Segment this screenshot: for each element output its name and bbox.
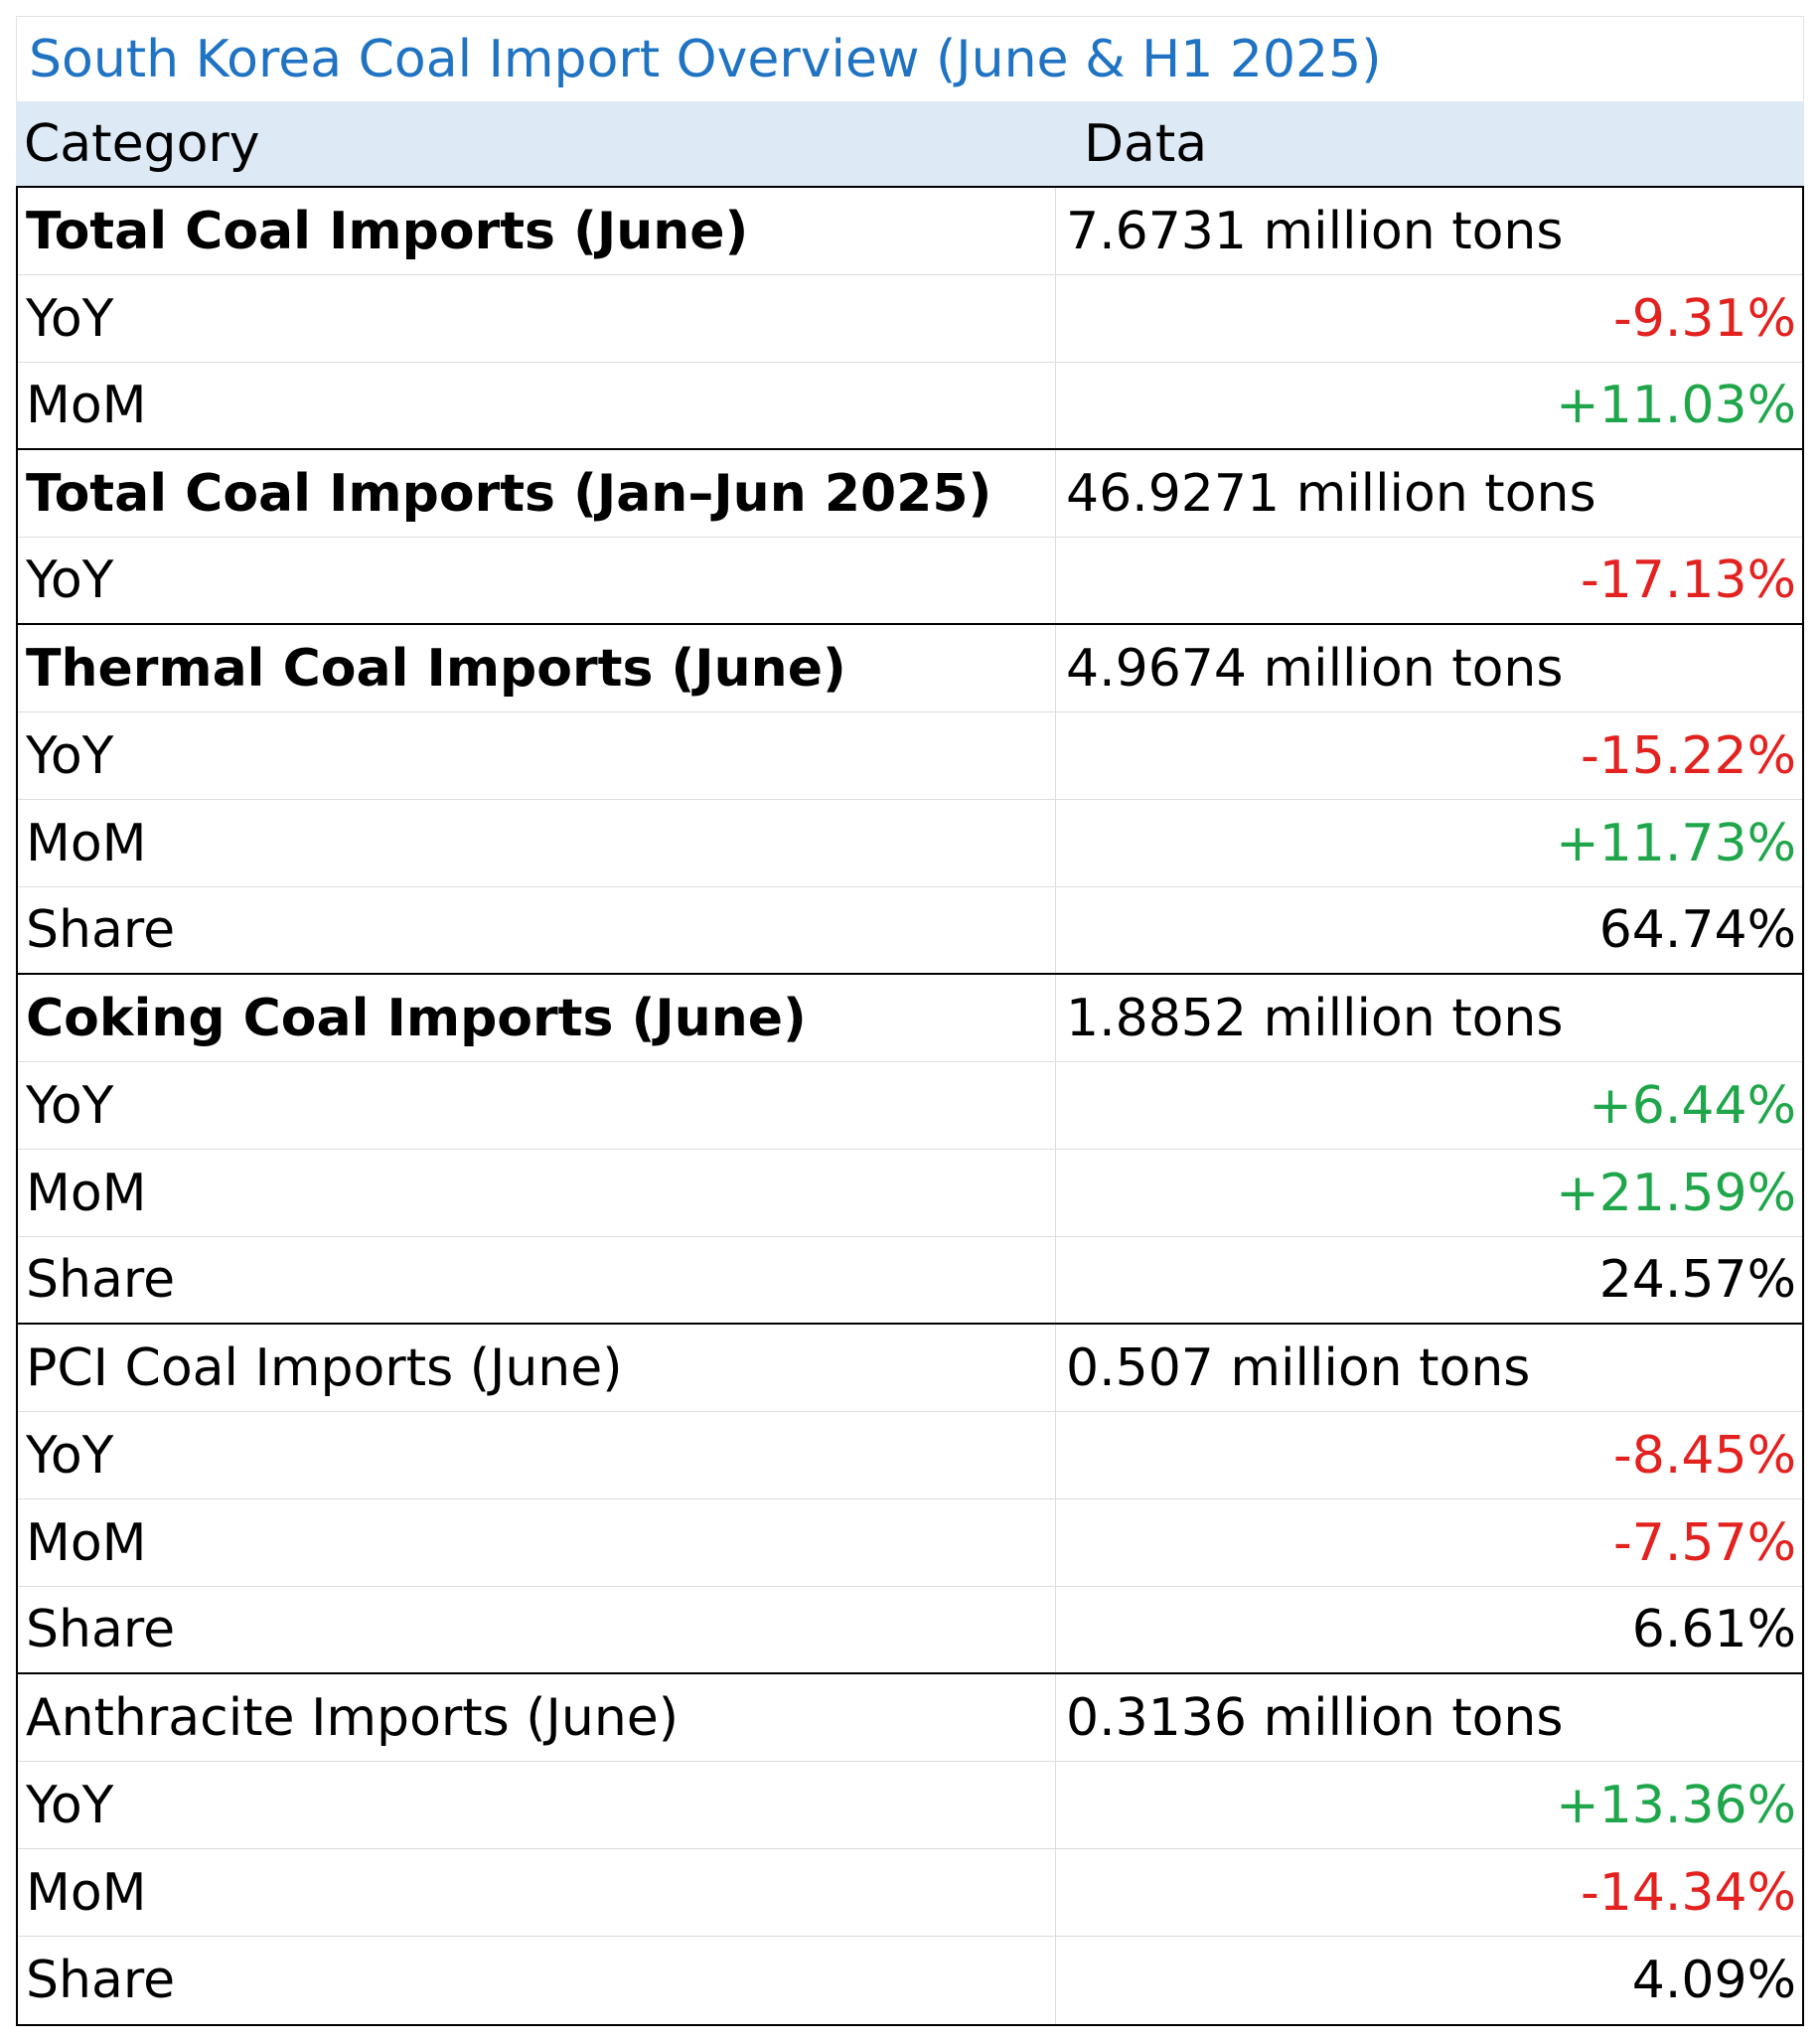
value-cell: 0.507 million tons [1066, 1337, 1531, 1398]
value-cell: 24.57% [1598, 1250, 1796, 1310]
category-cell: Anthracite Imports (June) [18, 1674, 1056, 1761]
table-title: South Korea Coal Import Overview (June &… [16, 16, 1804, 101]
table-row: Total Coal Imports (Jan–Jun 2025) 46.9271… [18, 450, 1802, 538]
table-row: MoM -14.34% [18, 1849, 1802, 1937]
category-cell: Share [18, 887, 1056, 973]
category-cell: YoY [18, 538, 1056, 623]
table-row: Share 24.57% [18, 1237, 1802, 1325]
category-cell: YoY [18, 275, 1056, 362]
category-cell: Share [18, 1587, 1056, 1672]
header-data: Data [1084, 113, 1208, 174]
value-cell: +13.36% [1556, 1775, 1796, 1835]
value-cell: -8.45% [1613, 1425, 1796, 1486]
value-cell: 64.74% [1598, 900, 1796, 960]
table-row: MoM +21.59% [18, 1150, 1802, 1237]
category-cell: MoM [18, 1849, 1056, 1936]
value-cell: -7.57% [1613, 1512, 1796, 1573]
category-cell: YoY [18, 1062, 1056, 1149]
value-cell: +6.44% [1589, 1075, 1796, 1136]
table-row: Anthracite Imports (June) 0.3136 million … [18, 1674, 1802, 1762]
value-cell: 4.09% [1631, 1951, 1796, 2010]
value-cell: -14.34% [1580, 1862, 1796, 1923]
category-cell: PCI Coal Imports (June) [18, 1325, 1056, 1411]
category-cell: Share [18, 1937, 1056, 2024]
category-cell: MoM [18, 363, 1056, 448]
value-cell: +11.03% [1556, 376, 1796, 435]
table-row: YoY +13.36% [18, 1762, 1802, 1849]
table-row: Share 4.09% [18, 1937, 1802, 2024]
value-cell: +21.59% [1556, 1163, 1796, 1223]
table-row: PCI Coal Imports (June) 0.507 million ton… [18, 1325, 1802, 1412]
table-row: MoM +11.73% [18, 800, 1802, 887]
category-cell: Total Coal Imports (June) [18, 188, 1056, 274]
table-row: YoY +6.44% [18, 1062, 1802, 1150]
table-row: MoM +11.03% [18, 363, 1802, 450]
table-row: Thermal Coal Imports (June) 4.9674 millio… [18, 625, 1802, 712]
table-row: Share 64.74% [18, 887, 1802, 975]
table-row: YoY -15.22% [18, 712, 1802, 800]
table-body: Total Coal Imports (June) 7.6731 million … [16, 188, 1804, 2026]
category-cell: YoY [18, 1412, 1056, 1498]
value-cell: -17.13% [1580, 550, 1796, 610]
value-cell: 6.61% [1631, 1600, 1796, 1659]
category-cell: YoY [18, 1762, 1056, 1848]
table-title-text: South Korea Coal Import Overview (June &… [29, 29, 1382, 89]
category-cell: MoM [18, 800, 1056, 886]
category-cell: Total Coal Imports (Jan–Jun 2025) [18, 450, 1056, 537]
table-row: Coking Coal Imports (June) 1.8852 million… [18, 975, 1802, 1062]
value-cell: 0.3136 million tons [1066, 1687, 1564, 1748]
table-row: Total Coal Imports (June) 7.6731 million … [18, 188, 1802, 275]
header-category: Category [24, 113, 260, 174]
category-cell: Share [18, 1237, 1056, 1323]
category-cell: Coking Coal Imports (June) [18, 975, 1056, 1061]
table-row: Share 6.61% [18, 1587, 1802, 1674]
table-row: YoY -17.13% [18, 538, 1802, 625]
table-row: MoM -7.57% [18, 1499, 1802, 1587]
value-cell: 4.9674 million tons [1066, 638, 1564, 699]
category-cell: YoY [18, 712, 1056, 799]
data-table: South Korea Coal Import Overview (June &… [16, 16, 1804, 2026]
value-cell: 7.6731 million tons [1066, 201, 1564, 261]
value-cell: -9.31% [1613, 288, 1796, 349]
category-cell: MoM [18, 1150, 1056, 1236]
table-header-row: Category Data [16, 101, 1804, 188]
value-cell: 46.9271 million tons [1066, 463, 1596, 524]
table-row: YoY -9.31% [18, 275, 1802, 363]
category-cell: MoM [18, 1499, 1056, 1586]
value-cell: 1.8852 million tons [1066, 988, 1564, 1048]
value-cell: +11.73% [1556, 813, 1796, 873]
category-cell: Thermal Coal Imports (June) [18, 625, 1056, 711]
value-cell: -15.22% [1580, 725, 1796, 786]
table-row: YoY -8.45% [18, 1412, 1802, 1499]
